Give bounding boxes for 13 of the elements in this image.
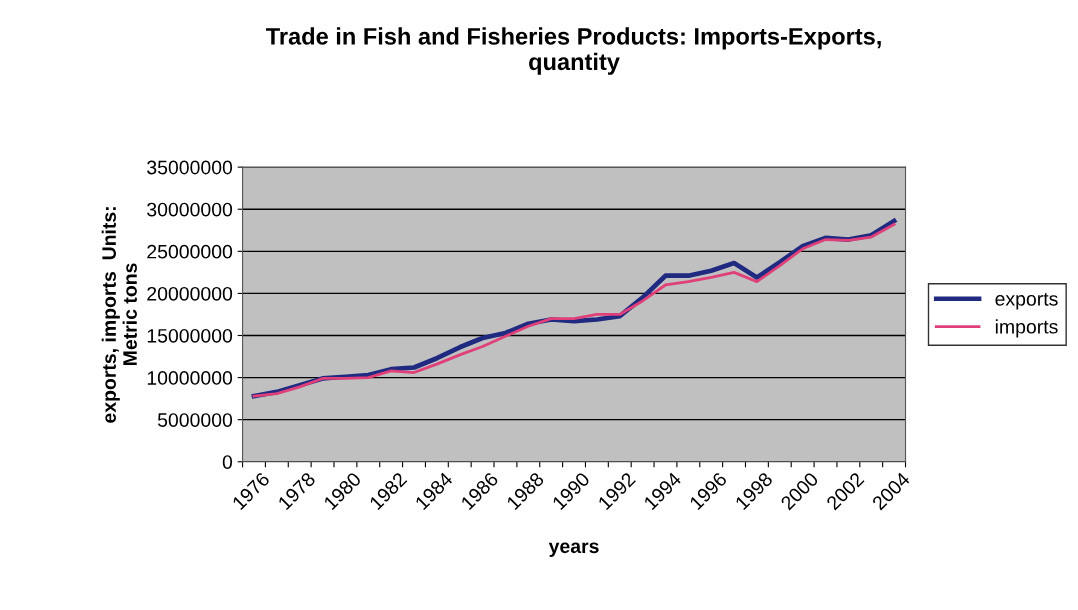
y-tick-label: 30000000 [147, 202, 233, 217]
chart-title: Trade in Fish and Fisheries Products: Imports-Exports, quantity [266, 27, 881, 75]
x-axis-title: years [548, 542, 599, 557]
y-axis-title: exports, imports Units: Metric tons [101, 207, 137, 423]
y-tick-label: 15000000 [147, 328, 233, 343]
y-tick-label: 10000000 [147, 371, 233, 385]
y-tick-label: 0 [222, 455, 233, 470]
y-tick-label: 5000000 [157, 413, 233, 427]
legend-label: imports [995, 319, 1058, 338]
y-tick-label: 35000000 [147, 160, 233, 175]
y-tick-label: 25000000 [147, 244, 233, 259]
y-tick-label: 20000000 [147, 286, 233, 301]
legend-label: exports [995, 292, 1058, 310]
